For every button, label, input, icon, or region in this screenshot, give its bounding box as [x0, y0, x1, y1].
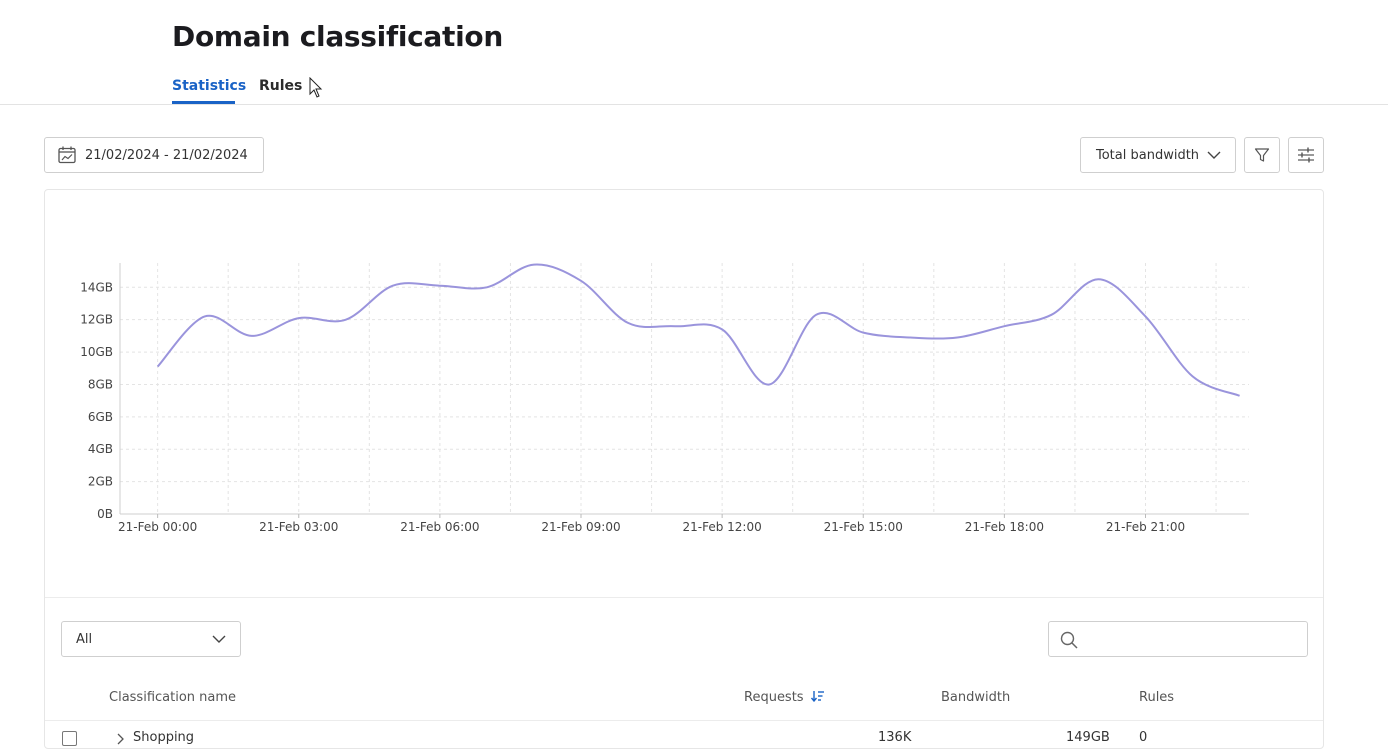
mouse-cursor-icon [309, 77, 323, 98]
search-icon [1060, 631, 1078, 649]
x-tick-label: 21-Feb 18:00 [965, 520, 1044, 534]
date-range-picker[interactable]: 21/02/2024 - 21/02/2024 [44, 137, 264, 173]
tab-statistics[interactable]: Statistics [172, 78, 247, 94]
table-header-divider [45, 720, 1323, 721]
statistics-card: 0B 2GB 4GB 6GB 8GB 10GB 12GB 14GB 21-Feb 00:00 21… [44, 189, 1324, 749]
x-tick-label: 21-Feb 15:00 [824, 520, 903, 534]
column-header-requests-label: Requests [744, 690, 804, 705]
page-header: Domain classification Statistics Rules [0, 0, 1388, 105]
y-tick-label: 0B [97, 507, 113, 521]
filter-button[interactable] [1244, 137, 1280, 173]
column-header-classification-name[interactable]: Classification name [109, 690, 237, 705]
x-tick-label: 21-Feb 03:00 [259, 520, 338, 534]
search-input[interactable] [1089, 628, 1299, 650]
x-tick-label: 21-Feb 00:00 [118, 520, 197, 534]
y-tick-label: 10GB [80, 345, 113, 359]
card-divider [45, 597, 1323, 598]
metric-select[interactable]: Total bandwidth [1080, 137, 1236, 173]
active-tab-indicator [172, 101, 235, 104]
metric-select-value: Total bandwidth [1096, 147, 1200, 163]
x-tick-label: 21-Feb 12:00 [683, 520, 762, 534]
bandwidth-line-chart: 0B 2GB 4GB 6GB 8GB 10GB 12GB 14GB 21-Feb 00:00 21… [80, 263, 1249, 534]
date-range-value: 21/02/2024 - 21/02/2024 [85, 147, 248, 163]
filter-icon [1254, 148, 1270, 162]
calendar-icon [58, 146, 76, 164]
y-tick-label: 14GB [80, 280, 113, 294]
y-tick-label: 6GB [88, 410, 113, 424]
y-tick-label: 2GB [88, 475, 113, 489]
x-tick-label: 21-Feb 09:00 [541, 520, 620, 534]
x-tick-label: 21-Feb 21:00 [1106, 520, 1185, 534]
column-header-requests[interactable]: Requests [744, 690, 825, 705]
search-box[interactable] [1048, 621, 1308, 657]
series-line-total-bandwidth [156, 263, 1240, 397]
y-tick-label: 12GB [80, 313, 113, 327]
chevron-right-icon[interactable] [116, 733, 124, 745]
classification-filter-value: All [76, 631, 93, 647]
column-header-bandwidth[interactable]: Bandwidth [941, 690, 1011, 705]
page-title: Domain classification [172, 20, 503, 53]
sliders-icon [1298, 147, 1314, 163]
y-tick-label: 4GB [88, 442, 113, 456]
y-tick-label: 8GB [88, 377, 113, 391]
sort-descending-icon[interactable] [810, 690, 825, 703]
row-checkbox[interactable] [62, 731, 77, 746]
x-tick-label: 21-Feb 06:00 [400, 520, 479, 534]
chevron-down-icon [1207, 151, 1221, 159]
classification-filter-select[interactable]: All [61, 621, 241, 657]
column-header-rules[interactable]: Rules [1139, 690, 1175, 705]
chevron-down-icon [212, 635, 226, 643]
settings-button[interactable] [1288, 137, 1324, 173]
tab-rules[interactable]: Rules [259, 78, 303, 94]
